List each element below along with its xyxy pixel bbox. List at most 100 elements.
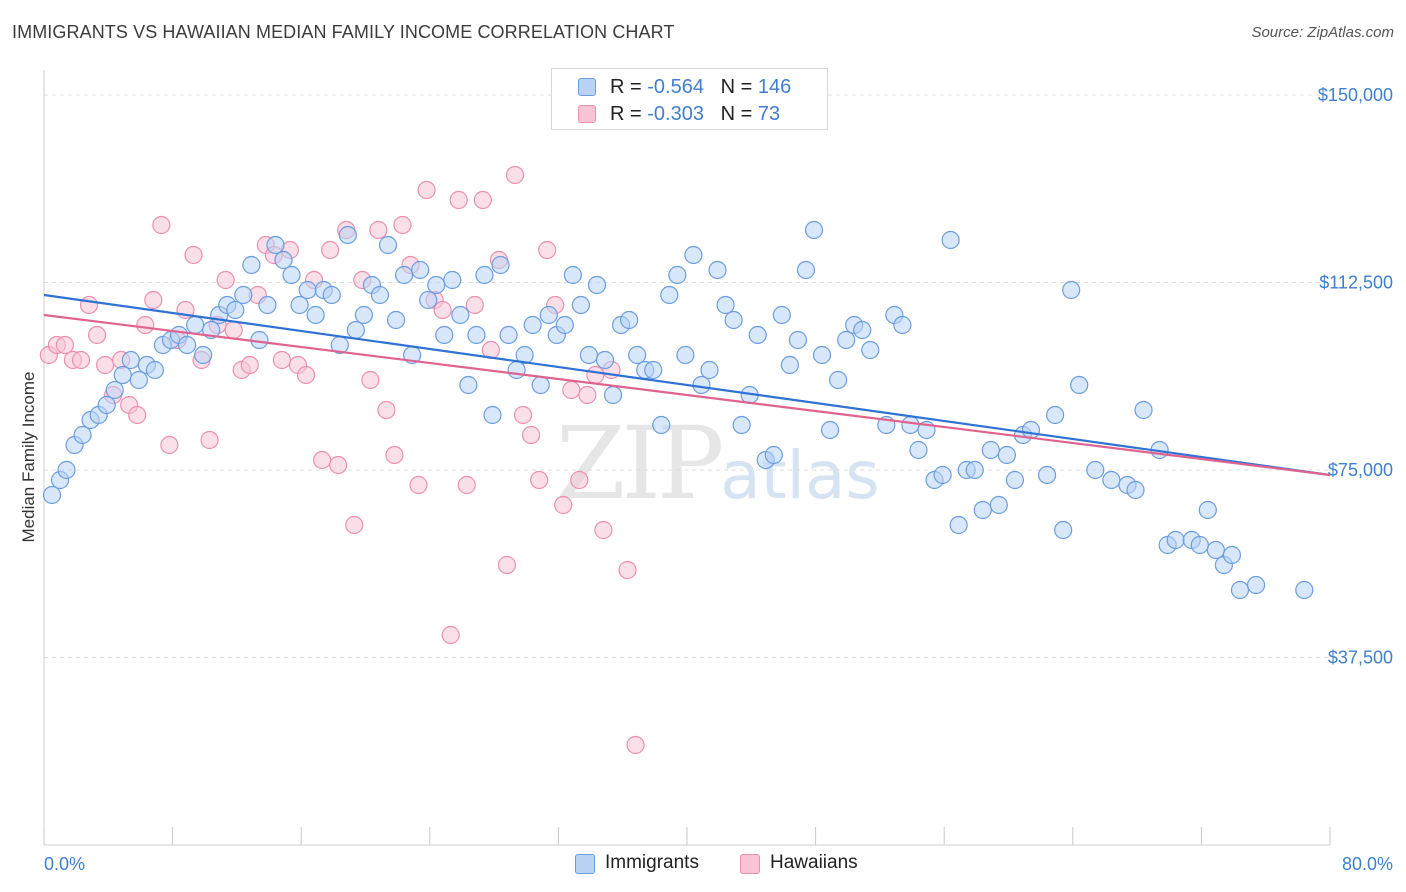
- bottom-immigrants-swatch: [575, 854, 595, 874]
- y-tick-label: $150,000: [1318, 85, 1393, 105]
- hawaiians-point: [216, 270, 235, 290]
- hawaiians-point: [329, 455, 348, 475]
- y-tick-label: $75,000: [1328, 460, 1393, 480]
- immigrants-point: [1222, 545, 1242, 565]
- hawaiians-point: [184, 245, 203, 265]
- hawaiians-point: [521, 425, 541, 445]
- hawaiians-point: [433, 300, 452, 320]
- hawaiians-point: [160, 435, 179, 455]
- immigrants-point: [443, 270, 462, 290]
- immigrants-point: [772, 305, 791, 325]
- immigrants-point: [1230, 580, 1250, 600]
- immigrants-point: [354, 305, 373, 325]
- watermark-atlas: atlas: [720, 437, 880, 514]
- immigrants-point: [628, 345, 647, 365]
- watermark-zip: ZIP: [556, 405, 724, 522]
- immigrants-point: [1295, 580, 1314, 600]
- hawaiians-point: [457, 475, 476, 495]
- immigrants-point: [603, 385, 623, 405]
- hawaiians-n-label: N =: [720, 103, 753, 125]
- immigrants-point: [933, 465, 952, 485]
- hawaiians-point: [240, 355, 259, 375]
- hawaiians-point: [578, 385, 597, 405]
- immigrants-point: [1005, 470, 1025, 490]
- immigrants-point: [893, 315, 912, 335]
- immigrants-point: [1054, 520, 1073, 540]
- immigrants-point: [57, 460, 76, 480]
- y-axis-label: Median Family Income: [19, 371, 38, 542]
- immigrants-point: [909, 440, 928, 460]
- immigrants-point: [1062, 280, 1081, 300]
- immigrants-point: [194, 345, 213, 365]
- immigrants-point: [644, 360, 663, 380]
- immigrants-point: [563, 265, 582, 285]
- immigrants-point: [788, 330, 808, 350]
- immigrants-point: [973, 500, 992, 520]
- immigrants-point: [234, 285, 253, 305]
- immigrants-point: [499, 325, 518, 345]
- hawaiians-point: [128, 405, 147, 425]
- hawaiians-point: [497, 555, 517, 575]
- immigrants-point: [1037, 465, 1057, 485]
- immigrants-n-label: N =: [720, 76, 753, 98]
- trend-layer: [43, 293, 1331, 477]
- immigrants-point: [105, 380, 124, 400]
- immigrants-point: [716, 295, 735, 315]
- immigrants-point: [338, 225, 357, 245]
- hawaiians-point: [409, 475, 428, 495]
- hawaiians-point: [144, 290, 163, 310]
- bottom-hawaiians-swatch: [740, 854, 760, 874]
- hawaiians-point: [554, 495, 573, 515]
- immigrants-point: [258, 295, 277, 315]
- immigrants-point: [684, 245, 703, 265]
- hawaiians-point: [562, 380, 581, 400]
- immigrants-point: [676, 345, 695, 365]
- hawaiians-point: [224, 320, 243, 340]
- hawaiians-swatch: [578, 105, 596, 123]
- immigrants-point: [1021, 420, 1041, 440]
- immigrants-points: [42, 220, 1314, 600]
- hawaiians-point: [513, 405, 533, 425]
- immigrants-point: [764, 445, 783, 465]
- immigrants-point: [346, 320, 365, 340]
- immigrants-point: [451, 305, 470, 325]
- immigrants-point: [386, 310, 406, 330]
- hawaiians-r-label: R =: [610, 103, 642, 125]
- immigrants-point: [411, 260, 430, 280]
- immigrants-point: [282, 265, 301, 285]
- immigrants-point: [1198, 500, 1217, 520]
- immigrants-point: [652, 415, 671, 435]
- immigrants-r-label: R =: [610, 76, 642, 98]
- immigrants-trend-line: [43, 293, 1331, 477]
- immigrants-point: [274, 250, 293, 270]
- hawaiians-point: [296, 365, 316, 385]
- hawaiians-r-value: -0.303: [647, 103, 704, 125]
- hawaiians-point: [55, 335, 74, 355]
- hawaiians-point: [505, 165, 525, 185]
- hawaiians-point: [465, 295, 484, 315]
- hawaiians-point: [618, 560, 637, 580]
- immigrants-point: [483, 405, 502, 425]
- watermark: ZIPatlas: [556, 405, 880, 522]
- hawaiians-point: [272, 350, 292, 370]
- immigrants-point: [242, 255, 261, 275]
- immigrants-point: [708, 260, 727, 280]
- immigrants-point: [1246, 575, 1266, 595]
- y-tick-label: $37,500: [1328, 648, 1393, 668]
- immigrants-point: [620, 310, 639, 330]
- hawaiians-point: [570, 470, 589, 490]
- immigrants-point: [73, 425, 92, 445]
- immigrants-point: [668, 265, 687, 285]
- hawaiians-trend-line: [43, 313, 1331, 477]
- hawaiians-point: [594, 520, 613, 540]
- immigrants-point: [531, 375, 550, 395]
- immigrants-point: [129, 370, 148, 390]
- label-layer: $37,500 $75,000 $112,500 $150,000 0.0% 80.0% M…: [19, 85, 1393, 874]
- hawaiians-point: [312, 450, 332, 470]
- hawaiians-point: [345, 515, 364, 535]
- immigrants-point: [724, 310, 743, 330]
- hawaiians-point: [393, 215, 412, 235]
- immigrants-point: [1134, 400, 1153, 420]
- hawaiians-point: [586, 365, 605, 385]
